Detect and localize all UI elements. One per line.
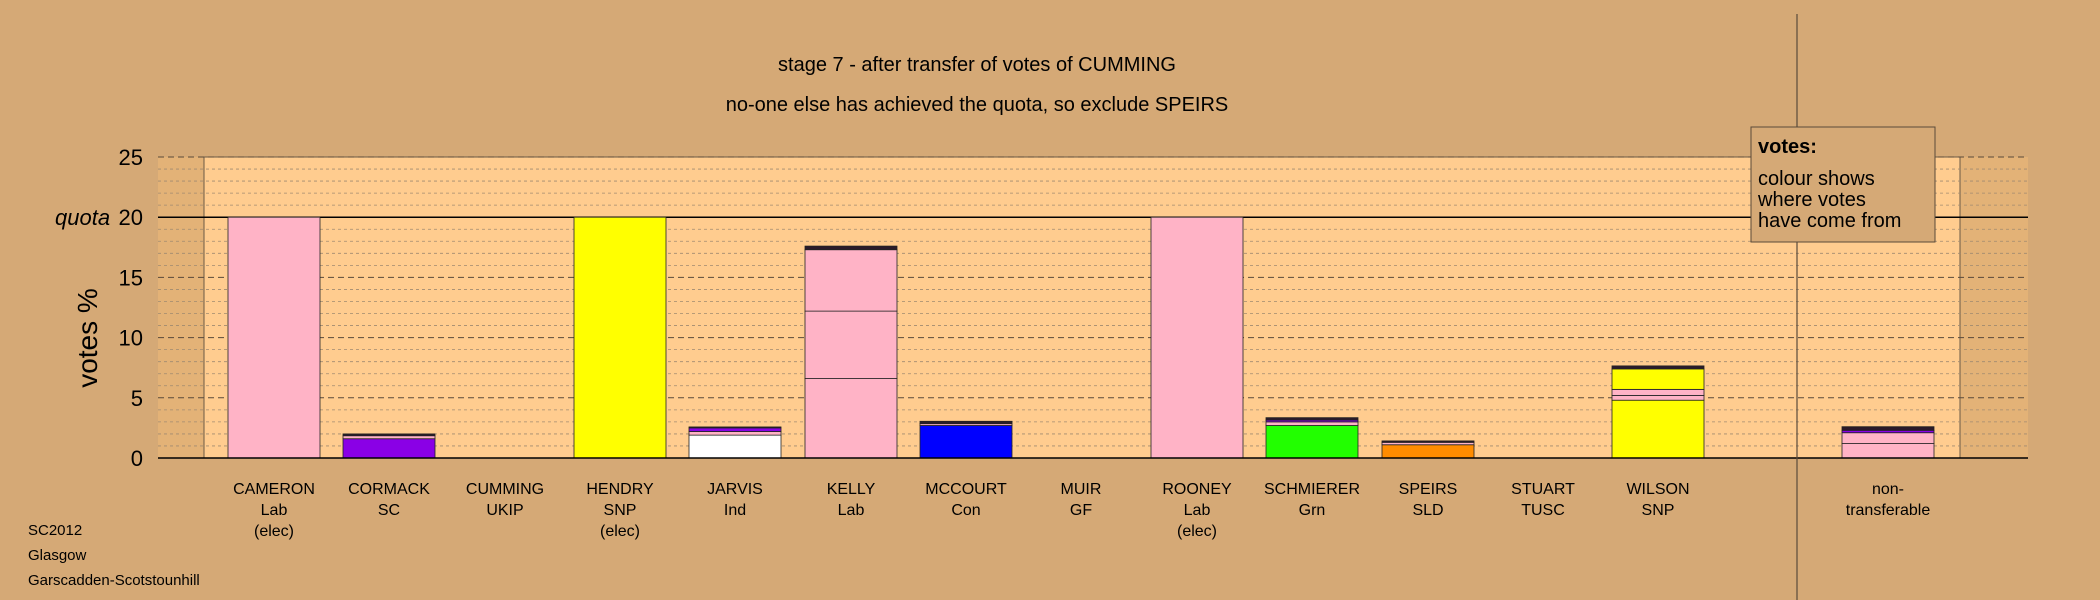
y-tick-label: 15 bbox=[119, 265, 143, 290]
legend-line-2: where votes bbox=[1757, 189, 1866, 211]
x-tick-label: SPEIRS bbox=[1399, 481, 1458, 498]
y-axis-label: votes % bbox=[72, 288, 103, 388]
x-tick-label: Con bbox=[951, 502, 980, 519]
x-tick-label: UKIP bbox=[486, 502, 523, 519]
bar-segment bbox=[1841, 443, 1935, 459]
x-tick-label: (elec) bbox=[600, 523, 640, 540]
bar-cormack-1 bbox=[342, 433, 436, 459]
bar-segment bbox=[227, 216, 321, 459]
bar-segment bbox=[919, 425, 1013, 459]
bar-segment bbox=[573, 216, 667, 459]
bar-segment bbox=[1150, 216, 1244, 459]
footer-line-2: Glasgow bbox=[28, 547, 87, 564]
plot-area bbox=[158, 156, 2028, 459]
x-tick-label: GF bbox=[1070, 502, 1092, 519]
x-tick-label: Grn bbox=[1299, 502, 1326, 519]
bar-segment bbox=[1381, 444, 1475, 459]
x-tick-label: non- bbox=[1872, 481, 1904, 498]
x-tick-label: SCHMIERER bbox=[1264, 481, 1360, 498]
bar-segment bbox=[1611, 365, 1705, 370]
y-tick-label: 0 bbox=[131, 446, 143, 471]
y-tick-label: 5 bbox=[131, 386, 143, 411]
x-tick-label: (elec) bbox=[254, 523, 294, 540]
x-tick-label: Ind bbox=[724, 502, 746, 519]
bar-mccourt-6 bbox=[919, 420, 1013, 459]
x-tick-label: (elec) bbox=[1177, 523, 1217, 540]
footer-line-3: Garscadden-Scotstounhill bbox=[28, 572, 200, 589]
x-tick-label: JARVIS bbox=[707, 481, 763, 498]
legend-line-1: colour shows bbox=[1758, 168, 1875, 190]
legend-box: votes: colour shows where votes have com… bbox=[1750, 126, 1936, 243]
x-tick-label: transferable bbox=[1846, 502, 1931, 519]
bar-hendry-3 bbox=[573, 216, 667, 459]
bar-speirs-10 bbox=[1381, 440, 1475, 459]
bar-wilson-12 bbox=[1611, 365, 1705, 459]
chart-title: stage 7 - after transfer of votes of CUM… bbox=[778, 54, 1176, 76]
bar-segment bbox=[1265, 425, 1359, 459]
bar-segment bbox=[1265, 417, 1359, 421]
x-tick-label: Lab bbox=[1184, 502, 1211, 519]
bar-segment bbox=[1611, 388, 1705, 396]
bar-jarvis-4 bbox=[688, 426, 782, 459]
bar-kelly-5 bbox=[804, 245, 898, 459]
x-tick-label: HENDRY bbox=[586, 481, 654, 498]
x-tick-label: MUIR bbox=[1061, 481, 1102, 498]
bar-cameron-0 bbox=[227, 216, 321, 459]
x-tick-label: Lab bbox=[838, 502, 865, 519]
gridlines bbox=[158, 156, 2028, 447]
bar-segment bbox=[1611, 394, 1705, 401]
bar-non-13 bbox=[1841, 426, 1935, 459]
bar-segment bbox=[1611, 368, 1705, 390]
legend-frame bbox=[1750, 126, 1936, 243]
legend-heading: votes: bbox=[1758, 136, 1817, 158]
y-tick-label: 20 bbox=[119, 205, 143, 230]
footer-line-1: SC2012 bbox=[28, 522, 82, 539]
bar-segment bbox=[688, 427, 782, 432]
bar-segment bbox=[804, 249, 898, 312]
chart-subtitle: no-one else has achieved the quota, so e… bbox=[726, 94, 1229, 116]
bar-schmierer-9 bbox=[1265, 417, 1359, 459]
y-tick-labels: 0 5 10 15 20 25 quota bbox=[55, 145, 143, 471]
bar-segment bbox=[919, 420, 1013, 425]
bar-segment bbox=[342, 435, 436, 440]
bars bbox=[227, 216, 1935, 459]
quota-label: quota bbox=[55, 205, 110, 230]
bar-segment bbox=[1841, 432, 1935, 444]
bar-segment bbox=[688, 431, 782, 436]
bar-segment bbox=[1841, 426, 1935, 431]
x-tick-label: SNP bbox=[1642, 502, 1675, 519]
y-tick-label: 10 bbox=[119, 326, 143, 351]
bar-segment bbox=[804, 378, 898, 459]
x-tick-label: CORMACK bbox=[348, 481, 430, 498]
x-tick-label: SC bbox=[378, 502, 400, 519]
bar-segment bbox=[804, 310, 898, 379]
x-tick-labels: CAMERON Lab (elec) CORMACK SC CUMMING UKIP HEND… bbox=[233, 481, 1930, 540]
bar-segment bbox=[688, 426, 782, 429]
axes bbox=[158, 14, 2028, 600]
x-tick-label: STUART bbox=[1511, 481, 1575, 498]
bar-segment bbox=[342, 433, 436, 437]
x-tick-label: MCCOURT bbox=[925, 481, 1007, 498]
legend-line-3: have come from bbox=[1758, 210, 1901, 232]
y-tick-label: 25 bbox=[119, 145, 143, 170]
bar-rooney-8 bbox=[1150, 216, 1244, 459]
bar-segment bbox=[1381, 440, 1475, 443]
x-tick-label: Lab bbox=[261, 502, 288, 519]
bar-segment bbox=[1611, 399, 1705, 459]
bar-segment bbox=[1265, 421, 1359, 426]
x-tick-label: WILSON bbox=[1626, 481, 1689, 498]
x-tick-label: KELLY bbox=[827, 481, 876, 498]
x-tick-label: SLD bbox=[1412, 502, 1443, 519]
x-tick-label: CUMMING bbox=[466, 481, 544, 498]
bar-segment bbox=[342, 438, 436, 459]
x-tick-label: TUSC bbox=[1521, 502, 1565, 519]
x-tick-label: SNP bbox=[604, 502, 637, 519]
x-tick-label: CAMERON bbox=[233, 481, 315, 498]
bar-segment bbox=[804, 245, 898, 251]
x-tick-label: ROONEY bbox=[1162, 481, 1232, 498]
bar-segment bbox=[688, 434, 782, 459]
